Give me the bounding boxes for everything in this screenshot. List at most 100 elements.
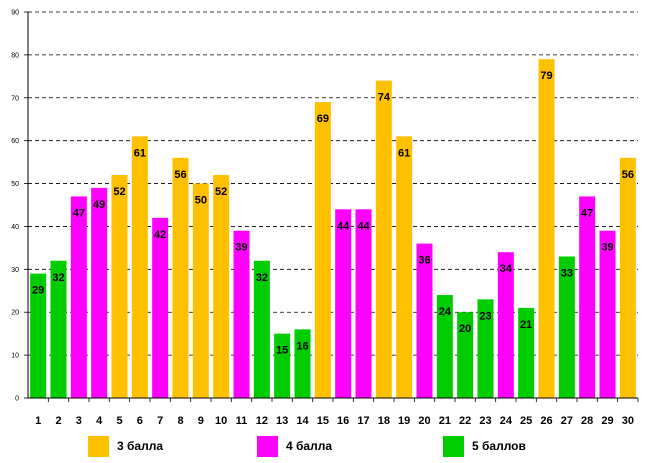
bar-1 xyxy=(30,273,47,398)
x-tick-label-25: 25 xyxy=(520,415,532,427)
y-tick-label: 70 xyxy=(11,95,19,102)
bar-21 xyxy=(436,295,453,398)
data-label-2: 32 xyxy=(52,272,64,284)
x-tick-label-2: 2 xyxy=(55,415,61,427)
bar-24 xyxy=(497,252,514,398)
data-label-8: 56 xyxy=(174,169,186,181)
data-label-18: 74 xyxy=(378,92,391,104)
data-label-21: 24 xyxy=(439,306,452,318)
bars xyxy=(30,59,636,399)
data-label-7: 42 xyxy=(154,229,166,241)
bar-14 xyxy=(294,329,311,398)
x-tick-label-1: 1 xyxy=(35,415,41,427)
bar-16 xyxy=(335,209,352,398)
x-tick-label-28: 28 xyxy=(581,415,593,427)
bar-4 xyxy=(91,187,108,398)
gridlines xyxy=(28,11,638,356)
x-tick-label-16: 16 xyxy=(337,415,349,427)
bar-26 xyxy=(538,59,555,399)
data-label-15: 69 xyxy=(317,113,329,125)
data-label-6: 61 xyxy=(134,147,146,159)
bar-22 xyxy=(457,312,474,398)
x-tick-label-22: 22 xyxy=(459,415,471,427)
legend-swatch-4 xyxy=(257,435,278,457)
x-tick-label-7: 7 xyxy=(157,415,163,427)
data-label-12: 32 xyxy=(256,272,268,284)
data-label-10: 52 xyxy=(215,186,227,198)
x-tick-label-24: 24 xyxy=(500,415,513,427)
legend-label-3: 3 балла xyxy=(117,439,164,453)
bar-25 xyxy=(518,307,535,398)
y-tick-label: 10 xyxy=(11,353,19,360)
bar-8 xyxy=(172,157,189,398)
y-tick-label: 0 xyxy=(15,396,19,403)
y-tick-label: 20 xyxy=(11,310,19,317)
x-tick-label-8: 8 xyxy=(177,415,183,427)
data-label-27: 33 xyxy=(561,267,573,279)
x-tick-label-30: 30 xyxy=(622,415,634,427)
data-label-17: 44 xyxy=(357,220,370,232)
bar-19 xyxy=(396,136,413,398)
legend-label-4: 4 балла xyxy=(286,439,333,453)
legend-item-4: 4 балла xyxy=(257,433,332,459)
data-label-23: 23 xyxy=(479,310,491,322)
data-label-20: 36 xyxy=(418,255,430,267)
y-tick-label: 90 xyxy=(11,10,19,17)
data-label-3: 47 xyxy=(73,207,85,219)
x-tick-label-4: 4 xyxy=(96,415,103,427)
data-label-11: 39 xyxy=(235,242,247,254)
x-tick-label-5: 5 xyxy=(116,415,122,427)
legend-item-5: 5 баллов xyxy=(443,433,526,459)
bar-11 xyxy=(233,230,250,398)
x-axis-ticks: 1 2 3 4 5 6 7 8 9 10 11 12 13 14 15 16 17 18 19 20 21 22 23 24 2… xyxy=(35,398,639,427)
x-tick-label-15: 15 xyxy=(317,415,329,427)
data-label-19: 61 xyxy=(398,147,410,159)
y-tick-label: 40 xyxy=(11,224,19,231)
data-label-13: 15 xyxy=(276,345,288,357)
y-tick-label: 50 xyxy=(11,181,19,188)
data-label-14: 16 xyxy=(296,340,308,352)
bar-3 xyxy=(70,196,87,398)
x-tick-label-12: 12 xyxy=(256,415,268,427)
y-axis-ticks: 0 10 20 30 40 50 60 70 80 90 xyxy=(11,10,28,403)
bar-15 xyxy=(314,102,331,399)
bar-10 xyxy=(213,174,230,398)
x-tick-label-3: 3 xyxy=(76,415,82,427)
x-tick-label-17: 17 xyxy=(357,415,369,427)
x-tick-label-26: 26 xyxy=(540,415,552,427)
data-label-22: 20 xyxy=(459,323,471,335)
bar-13 xyxy=(274,333,291,398)
x-tick-label-27: 27 xyxy=(561,415,573,427)
x-tick-label-29: 29 xyxy=(601,415,613,427)
bar-2 xyxy=(50,260,67,398)
bar-30 xyxy=(619,157,636,398)
bar-29 xyxy=(599,230,616,398)
data-label-5: 52 xyxy=(113,186,125,198)
x-tick-label-10: 10 xyxy=(215,415,227,427)
bar-7 xyxy=(152,217,169,398)
data-label-29: 39 xyxy=(601,242,613,254)
bar-27 xyxy=(558,256,575,398)
data-label-16: 44 xyxy=(337,220,350,232)
x-tick-label-19: 19 xyxy=(398,415,410,427)
x-tick-label-18: 18 xyxy=(378,415,390,427)
legend-swatch-3 xyxy=(88,435,109,457)
legend-swatch-5 xyxy=(443,435,464,457)
x-tick-label-14: 14 xyxy=(296,415,309,427)
data-label-25: 21 xyxy=(520,319,532,331)
x-tick-label-21: 21 xyxy=(439,415,451,427)
y-tick-label: 30 xyxy=(11,267,19,274)
y-tick-label: 80 xyxy=(11,52,19,59)
bar-20 xyxy=(416,243,433,398)
bar-9 xyxy=(192,183,209,398)
data-label-30: 56 xyxy=(622,169,634,181)
bar-6 xyxy=(131,136,148,398)
x-tick-label-9: 9 xyxy=(198,415,204,427)
x-tick-label-11: 11 xyxy=(236,415,248,427)
data-label-24: 34 xyxy=(500,263,513,275)
bar-28 xyxy=(579,196,596,398)
data-label-4: 49 xyxy=(93,199,105,211)
data-label-26: 79 xyxy=(540,70,552,82)
legend-item-3: 3 балла xyxy=(88,433,163,459)
